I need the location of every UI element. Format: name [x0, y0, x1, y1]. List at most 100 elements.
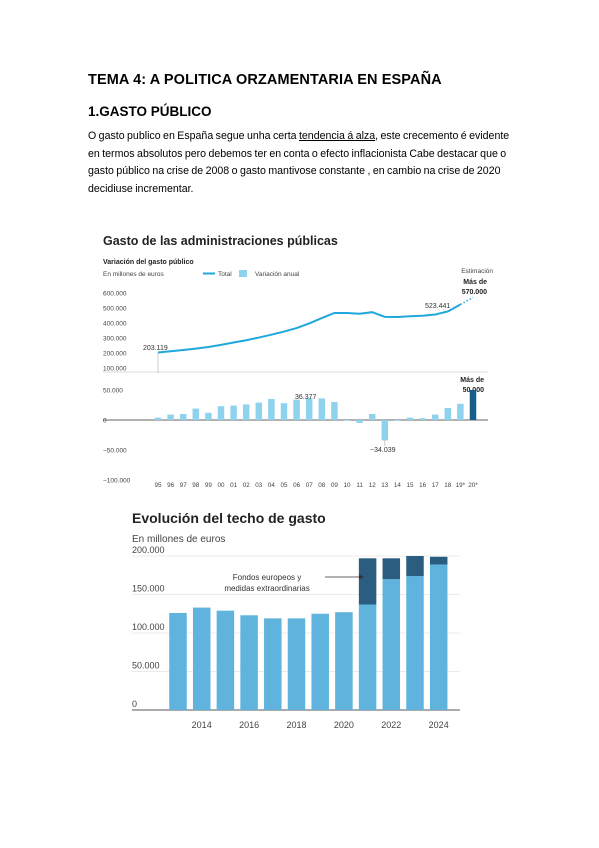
techo-bar: [406, 576, 424, 710]
y-tick-total-label: 400.000: [103, 321, 127, 328]
techo-bar: [358, 604, 377, 710]
variation-bar: [179, 414, 187, 420]
y-tick-total-label: 500.000: [103, 306, 127, 313]
chart-2-background: [104, 500, 464, 738]
chart-techo-de-gasto: Evolución del techo de gasto En millones…: [104, 500, 464, 738]
section-heading: 1.GASTO PÚBLICO: [88, 104, 212, 119]
variation-bar: [356, 420, 363, 423]
variation-bar: [444, 408, 452, 420]
x-tick-label: 06: [293, 482, 301, 489]
y-tick-total-label: 300.000: [103, 336, 127, 343]
annotation-fondos-line-1: Fondos europeos y: [233, 573, 302, 582]
chart-1-subtitle: Variación del gasto público: [103, 259, 194, 266]
x-tick-label: 02: [243, 482, 251, 489]
variation-bar: [280, 403, 288, 420]
x-tick-label: 15: [406, 482, 414, 489]
estimate-var-line-1: Más de: [460, 377, 484, 384]
techo-bar: [311, 613, 329, 710]
y-tick-total-label: 200.000: [103, 351, 127, 358]
variation-bar: [217, 406, 225, 420]
x-tick-label: 95: [154, 482, 162, 489]
variation-bar: [394, 420, 401, 421]
chart-2-subtitle: En millones de euros: [132, 534, 225, 545]
techo-bar: [264, 618, 282, 710]
x-tick-label: 08: [318, 482, 326, 489]
variation-bar: [406, 417, 414, 420]
x-tick-label: 11: [356, 482, 363, 489]
y-tick-total-label: 100.000: [103, 366, 127, 373]
techo-bar: [429, 564, 448, 710]
x-tick-label: 12: [369, 482, 377, 489]
x-tick-label: 99: [205, 482, 213, 489]
x-tick-label: 13: [381, 482, 389, 489]
x-tick-label: 17: [432, 482, 440, 489]
variation-bar: [268, 399, 275, 420]
fondos-bar: [406, 556, 424, 577]
annotation-2007-var: 36.377: [295, 394, 317, 401]
variation-bar: [242, 404, 250, 420]
legend-variation-label: Variación anual: [255, 271, 300, 278]
x-tick-label: 00: [217, 482, 225, 489]
variation-bar: [230, 405, 237, 420]
annotation-arrow-head: [359, 574, 364, 580]
x-tick-label: 96: [167, 482, 175, 489]
techo-bar: [216, 610, 235, 710]
y-tick-label: 0: [132, 699, 137, 709]
variation-bar: [457, 403, 464, 420]
x-tick-label: 2016: [239, 720, 259, 730]
x-tick-label: 2018: [286, 720, 306, 730]
document-heading: TEMA 4: A POLITICA ORZAMENTARIA EN ESPAÑ…: [88, 72, 442, 88]
variation-bar: [381, 420, 389, 441]
y-tick-label: 100.000: [132, 622, 165, 632]
x-tick-label: 19*: [456, 482, 466, 489]
total-estimate-line: [460, 296, 474, 306]
x-tick-label: 10: [343, 482, 351, 489]
y-tick-total-label: 600.000: [103, 291, 127, 298]
x-tick-label: 16: [419, 482, 427, 489]
x-tick-label: 20*: [468, 482, 478, 489]
paragraph-text-2: , este crecemento é evidente en termos a…: [88, 130, 510, 195]
variation-bar: [205, 412, 212, 420]
estimate-total-line-2: 570.000: [462, 289, 487, 296]
techo-bar: [335, 612, 353, 710]
x-tick-label: 09: [331, 482, 339, 489]
x-tick-label: 14: [394, 482, 402, 489]
y-tick-label: 200.000: [132, 545, 165, 555]
paragraph-text-1: O gasto publico en España segue unha cer…: [88, 130, 299, 142]
annotation-2019-total: 523.441: [425, 303, 450, 310]
variation-bar: [192, 408, 200, 420]
chart-1-svg: Gasto de las administraciones públicas V…: [103, 234, 493, 489]
x-tick-label: 04: [268, 482, 276, 489]
x-tick-label: 05: [280, 482, 288, 489]
techo-bar: [287, 618, 306, 710]
annotation-2013-var: −34.039: [370, 447, 396, 454]
y-tick-label: 50.000: [132, 661, 160, 671]
annotation-fondos-line-2: medidas extraordinarias: [224, 584, 309, 593]
variation-bar: [255, 402, 263, 420]
techo-bar: [382, 579, 401, 710]
x-tick-label: 18: [444, 482, 452, 489]
x-tick-label: 2014: [192, 720, 212, 730]
chart-2-title: Evolución del techo de gasto: [132, 510, 326, 526]
x-tick-label: 07: [306, 482, 314, 489]
estimate-total-line-1: Más de: [463, 279, 487, 286]
variation-bar: [368, 414, 376, 420]
variation-bar: [331, 402, 338, 420]
total-spending-line: [157, 303, 461, 354]
chart-1-unit-label: En millones de euros: [103, 271, 164, 278]
chart-2-svg: Evolución del techo de gasto En millones…: [104, 500, 464, 738]
y-tick-var-label: −50.000: [103, 448, 127, 455]
annotation-first-total: 203.119: [143, 345, 168, 352]
y-tick-var-label: 50.000: [103, 388, 123, 395]
variation-bar: [343, 420, 351, 421]
variation-bar: [293, 399, 300, 420]
techo-bar: [192, 607, 211, 710]
legend-variation-swatch: [239, 270, 247, 277]
x-tick-label: 2022: [381, 720, 401, 730]
techo-bar: [169, 612, 187, 710]
variation-bar: [305, 398, 313, 420]
estimate-label: Estimación: [461, 268, 493, 275]
x-tick-label: 98: [192, 482, 200, 489]
y-tick-label: 150.000: [132, 584, 165, 594]
x-tick-label: 01: [230, 482, 238, 489]
